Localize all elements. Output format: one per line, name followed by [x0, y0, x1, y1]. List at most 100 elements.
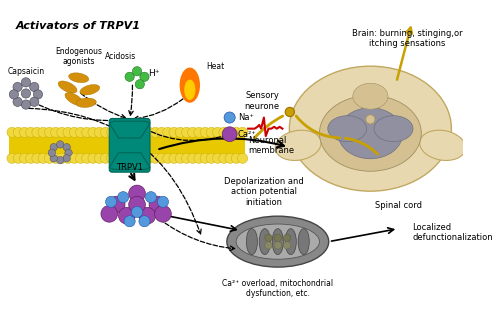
Circle shape [26, 153, 36, 163]
Circle shape [50, 127, 60, 138]
Circle shape [135, 80, 144, 89]
Circle shape [94, 153, 104, 163]
Ellipse shape [80, 85, 100, 95]
Text: Ca²⁺ overload, mitochondrial
dysfunction, etc.: Ca²⁺ overload, mitochondrial dysfunction… [222, 279, 334, 298]
Circle shape [100, 127, 110, 138]
Text: Sensory
neurone: Sensory neurone [244, 91, 280, 111]
Circle shape [175, 153, 186, 163]
Circle shape [13, 153, 24, 163]
Circle shape [366, 115, 375, 124]
Circle shape [146, 192, 156, 203]
Circle shape [76, 153, 86, 163]
Circle shape [22, 89, 30, 98]
Circle shape [219, 153, 229, 163]
Circle shape [63, 154, 70, 162]
Circle shape [13, 97, 22, 106]
Circle shape [188, 153, 198, 163]
Circle shape [139, 207, 156, 224]
Text: Neuronal
membrane: Neuronal membrane [248, 136, 294, 155]
Circle shape [232, 153, 241, 163]
Text: Ca²⁺: Ca²⁺ [238, 130, 256, 139]
Circle shape [200, 127, 210, 138]
Circle shape [30, 83, 39, 92]
Circle shape [156, 153, 166, 163]
Circle shape [48, 149, 56, 156]
Circle shape [20, 127, 30, 138]
Circle shape [56, 156, 64, 164]
Ellipse shape [298, 229, 310, 255]
Circle shape [63, 127, 73, 138]
Circle shape [113, 153, 123, 163]
Ellipse shape [285, 229, 296, 255]
Circle shape [108, 196, 125, 213]
Ellipse shape [374, 116, 413, 142]
Circle shape [225, 127, 235, 138]
Circle shape [88, 153, 98, 163]
Circle shape [119, 153, 130, 163]
Circle shape [50, 153, 60, 163]
Circle shape [20, 153, 30, 163]
Ellipse shape [275, 130, 321, 160]
Circle shape [119, 127, 130, 138]
Polygon shape [110, 121, 150, 138]
Circle shape [154, 205, 172, 222]
Circle shape [284, 242, 290, 249]
Circle shape [212, 153, 223, 163]
Ellipse shape [320, 95, 422, 171]
Circle shape [132, 206, 142, 218]
Circle shape [188, 127, 198, 138]
FancyArrowPatch shape [296, 116, 340, 138]
Text: Acidosis: Acidosis [104, 52, 136, 61]
Circle shape [70, 127, 80, 138]
Bar [10, 129, 246, 162]
Circle shape [225, 153, 235, 163]
Circle shape [238, 127, 248, 138]
Circle shape [194, 127, 204, 138]
Circle shape [82, 127, 92, 138]
Circle shape [274, 234, 281, 242]
Circle shape [132, 127, 142, 138]
Circle shape [158, 196, 168, 207]
Circle shape [106, 127, 117, 138]
Circle shape [38, 153, 48, 163]
Circle shape [206, 127, 216, 138]
Circle shape [32, 127, 42, 138]
FancyArrowPatch shape [346, 138, 378, 154]
Ellipse shape [260, 229, 270, 255]
Circle shape [126, 127, 136, 138]
Ellipse shape [328, 116, 366, 142]
Circle shape [13, 83, 22, 92]
Circle shape [200, 153, 210, 163]
FancyBboxPatch shape [110, 118, 150, 172]
Ellipse shape [353, 83, 388, 109]
Circle shape [106, 196, 117, 207]
Circle shape [169, 127, 179, 138]
Text: Heat: Heat [206, 62, 224, 71]
Circle shape [7, 153, 17, 163]
Circle shape [118, 207, 135, 224]
Ellipse shape [76, 98, 96, 108]
Circle shape [32, 153, 42, 163]
Ellipse shape [58, 81, 77, 93]
Ellipse shape [420, 130, 466, 160]
Text: Activators of TRPV1: Activators of TRPV1 [16, 21, 141, 31]
Circle shape [57, 153, 67, 163]
Circle shape [149, 196, 166, 213]
Circle shape [144, 127, 154, 138]
Circle shape [57, 127, 67, 138]
Text: Depolarization and
action potential
initiation: Depolarization and action potential init… [224, 177, 304, 207]
Ellipse shape [65, 93, 83, 105]
Circle shape [30, 97, 39, 106]
Circle shape [124, 216, 135, 227]
Circle shape [139, 216, 150, 227]
Circle shape [34, 90, 42, 99]
Ellipse shape [338, 108, 403, 159]
FancyArrowPatch shape [254, 116, 282, 138]
Circle shape [63, 153, 73, 163]
Circle shape [175, 127, 186, 138]
Circle shape [144, 153, 154, 163]
Circle shape [222, 127, 237, 142]
Circle shape [138, 153, 148, 163]
Circle shape [50, 143, 58, 151]
Circle shape [162, 153, 173, 163]
